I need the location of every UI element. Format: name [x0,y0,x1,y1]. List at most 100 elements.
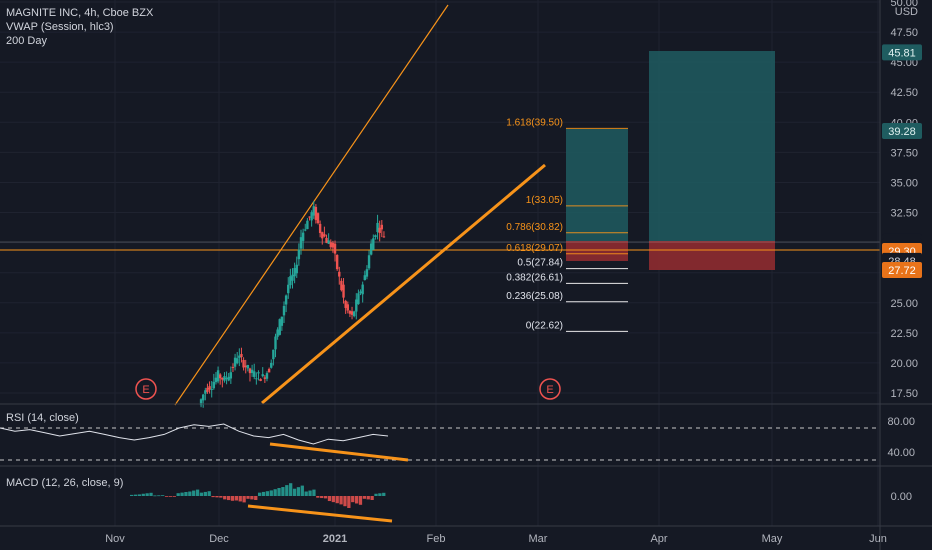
candle-up [297,249,301,260]
macd-bar-positive [258,492,262,496]
time-tick-label: Feb [427,533,446,545]
rsi-tick-label: 40.00 [887,447,915,459]
candle-up [210,388,213,390]
time-tick-label: May [762,533,783,545]
candle-down [248,368,252,374]
fib-level-label: 1.618(39.50) [506,117,563,128]
time-tick-label: Jun [869,533,887,545]
candle-up [312,206,315,216]
candle-up [274,336,277,350]
time-tick-label: 2021 [323,533,347,545]
long-position-2-stop-zone [566,241,628,261]
macd-bar-negative [215,496,219,498]
candle-up [301,232,305,241]
candle-up [227,376,230,381]
candle-up [276,329,279,337]
fibonacci-extension[interactable]: 1.618(39.50) 1(33.05) 0.786(30.82) 0.618(29… [506,117,628,332]
candle-up [363,275,366,281]
price-tick-label: 42.50 [890,87,918,99]
lower-trend-line[interactable] [261,163,546,405]
candle-up [365,269,369,277]
time-axis[interactable]: Nov Dec 2021 Feb Mar Apr May Jun [105,533,887,545]
macd-bar-negative [250,496,254,500]
candle-up [233,357,237,367]
macd-bar-negative [226,496,231,501]
time-tick-label: Mar [529,533,548,545]
rsi-pane-title[interactable]: RSI (14, close) [6,412,79,424]
upper-trend-line[interactable] [174,4,449,406]
fib-level-label: 0.618(29.07) [506,243,563,254]
candle-down [340,280,343,291]
candle-up [265,373,269,379]
candle-down [244,365,247,368]
macd-bar-negative [351,496,355,503]
macd-bar-positive [188,491,192,496]
macd-bar-negative [230,496,235,501]
long-position-tool-2[interactable] [566,129,628,261]
candle-up [261,374,264,377]
candle-up [352,311,356,317]
earnings-marker-2[interactable]: E [539,378,561,400]
candle-down [344,300,347,308]
macd-bar-positive [300,485,304,496]
time-tick-label: Apr [650,533,667,545]
rsi-pane[interactable] [0,423,880,462]
candle-up [284,295,288,305]
price-badge: 39.28 [888,126,916,138]
candle-up [201,394,205,401]
earnings-marker-1[interactable]: E [135,378,157,400]
candle-down [240,354,243,358]
macd-bar-positive [281,487,285,496]
candle-down [342,284,345,298]
macd-bar-negative [339,496,343,505]
macd-pane[interactable] [130,483,393,523]
macd-bar-negative [354,496,359,504]
macd-bar-positive [137,494,142,496]
macd-histogram [130,483,386,508]
macd-bar-negative [366,496,370,500]
candle-up [304,229,307,231]
macd-bar-negative [223,496,227,500]
macd-bar-positive [378,493,382,496]
candle-up [376,222,379,233]
candle-down [321,232,324,239]
chart-legend: MAGNITE INC, 4h, Cboe BZX VWAP (Session,… [6,6,153,48]
price-badge-bg [882,262,922,279]
long-position-tool[interactable] [649,51,775,270]
macd-bar-positive [153,495,157,497]
candle-up [199,399,203,406]
grid-lines [0,0,880,526]
macd-bar-positive [292,488,297,496]
price-tick-label: 20.00 [890,358,918,370]
candle-up [289,276,292,286]
price-tick-label: 32.50 [890,208,918,220]
candle-up [216,370,220,382]
price-tick-label: 17.50 [890,388,918,400]
vwap-indicator-label[interactable]: VWAP (Session, hlc3) [6,21,114,33]
time-tick-label: Nov [105,533,125,545]
macd-bar-negative [358,496,363,505]
candle-up [280,316,284,326]
candle-down [350,311,354,315]
candle-up [204,390,207,394]
rsi-tick-label: 80.00 [887,416,915,428]
candle-up [255,378,258,380]
macd-bar-negative [343,496,347,507]
long-position-2-profit-zone [566,129,628,241]
macd-bar-negative [316,496,320,498]
macd-divergence-line[interactable] [247,504,393,523]
macd-bar-positive [308,490,312,496]
macd-bar-positive [145,493,149,496]
candle-up [295,264,298,274]
macd-bar-positive [285,485,289,496]
rsi-divergence-line[interactable] [269,442,409,462]
symbol-title[interactable]: MAGNITE INC, 4h, Cboe BZX [6,7,154,19]
candle-up [238,355,241,358]
macd-pane-title[interactable]: MACD (12, 26, close, 9) [6,477,124,489]
macd-bar-positive [141,493,145,496]
moving-average-label[interactable]: 200 Day [6,35,47,47]
candle-up [306,220,309,230]
macd-bar-positive [265,491,270,496]
macd-bar-positive [273,489,277,496]
